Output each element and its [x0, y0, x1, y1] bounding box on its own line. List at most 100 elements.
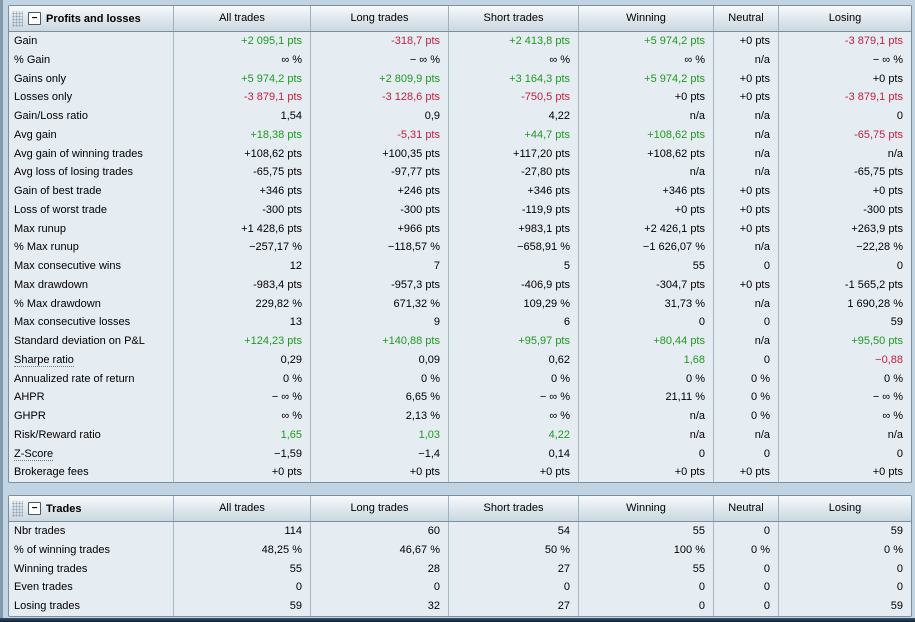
- value-cell: 59: [890, 316, 903, 329]
- row-label: GHPR: [9, 407, 174, 426]
- value-cell: 0 %: [449, 369, 579, 389]
- value-cell: 50 %: [449, 540, 579, 560]
- value-cell: -3 879,1 pts: [844, 91, 903, 104]
- profits-and-losses-section: − Profits and losses All trades Long tra…: [8, 5, 912, 483]
- value-cell: +124,23 pts: [174, 332, 311, 351]
- value-cell: 0: [896, 447, 903, 460]
- value-cell: 0 %: [714, 540, 779, 560]
- value-cell: −1,4: [311, 444, 449, 464]
- column-header-short-trades: Short trades: [449, 6, 579, 31]
- drag-handle-icon[interactable]: [12, 10, 23, 27]
- trades-section: − Trades All trades Long trades Short tr…: [8, 495, 912, 617]
- value-cell: 28: [311, 559, 449, 579]
- value-cell: ∞ %: [174, 50, 311, 70]
- value-cell: +0 pts: [714, 69, 779, 89]
- value-cell: 0: [714, 444, 779, 464]
- value-cell: +0 pts: [714, 200, 779, 220]
- value-cell: 0: [714, 350, 779, 370]
- value-cell: +0 pts: [714, 88, 779, 107]
- value-cell: 55: [579, 559, 714, 579]
- collapse-section-button[interactable]: −: [28, 502, 41, 515]
- left-edge-decoration: [0, 0, 3, 622]
- value-cell: -300 pts: [863, 203, 903, 216]
- value-cell: −1,59: [174, 444, 311, 464]
- section-title: Trades: [46, 502, 82, 515]
- value-cell: n/a: [887, 147, 903, 160]
- drag-handle-icon[interactable]: [12, 500, 23, 517]
- row-label: Loss of worst trade: [9, 200, 174, 220]
- row-label: % Gain: [9, 50, 174, 70]
- value-cell: -300 pts: [174, 200, 311, 220]
- column-header-winning: Winning: [579, 6, 714, 31]
- value-cell: 0 %: [174, 369, 311, 389]
- value-cell: +108,62 pts: [579, 144, 714, 164]
- table-row: Even trades 0 0 0 0 0 0: [9, 578, 911, 597]
- value-cell: 2,13 %: [311, 407, 449, 426]
- value-cell: 1,65: [174, 425, 311, 445]
- column-header-all-trades: All trades: [174, 496, 311, 521]
- value-cell: 0 %: [714, 407, 779, 426]
- value-cell: -304,7 pts: [579, 275, 714, 295]
- value-cell: +2 095,1 pts: [174, 32, 311, 51]
- value-cell: 7: [311, 257, 449, 276]
- value-cell: +2 413,8 pts: [449, 32, 579, 51]
- value-cell: +0 pts: [449, 463, 579, 482]
- value-cell: 1,03: [311, 425, 449, 445]
- table-row: % of winning trades 48,25 % 46,67 % 50 % 100…: [9, 540, 911, 560]
- value-cell: n/a: [579, 163, 714, 182]
- value-cell: 0: [896, 562, 903, 575]
- table-row: Max consecutive losses 13 9 6 0 0 59: [9, 313, 911, 332]
- value-cell: 9: [311, 313, 449, 332]
- value-cell: +346 pts: [579, 182, 714, 201]
- value-cell: −257,17 %: [174, 238, 311, 257]
- section-title: Profits and losses: [46, 12, 141, 25]
- value-cell: +100,35 pts: [311, 144, 449, 164]
- value-cell: 100 %: [579, 540, 714, 560]
- trades-body: Nbr trades 114 60 54 55 0 59% of winning trade…: [9, 522, 911, 616]
- table-row: Losing trades 59 32 27 0 0 59: [9, 597, 911, 616]
- row-label: Z-Score: [9, 444, 174, 464]
- column-header-losing: Losing: [828, 502, 862, 514]
- value-cell: +117,20 pts: [449, 144, 579, 164]
- value-cell: +1 428,6 pts: [174, 219, 311, 239]
- row-label: Avg gain: [9, 125, 174, 145]
- value-cell: n/a: [579, 425, 714, 445]
- value-cell: +0 pts: [579, 88, 714, 107]
- value-cell: +0 pts: [872, 466, 903, 479]
- table-row: % Max drawdown 229,82 % 671,32 % 109,29 % 31…: [9, 294, 911, 314]
- profits-and-losses-body: Gain +2 095,1 pts -318,7 pts +2 413,8 pts +5…: [9, 32, 911, 482]
- value-cell: -318,7 pts: [311, 32, 449, 51]
- value-cell: 55: [579, 522, 714, 541]
- value-cell: 0: [579, 313, 714, 332]
- value-cell: n/a: [579, 407, 714, 426]
- value-cell: 1,68: [579, 350, 714, 370]
- table-row: Z-Score −1,59 −1,4 0,14 0 0 0: [9, 444, 911, 464]
- table-row: % Gain ∞ % − ∞ % ∞ % ∞ % n/a − ∞ %: [9, 50, 911, 70]
- value-cell: − ∞ %: [174, 388, 311, 407]
- value-cell: 229,82 %: [174, 294, 311, 314]
- row-label: Max drawdown: [9, 275, 174, 295]
- value-cell: 27: [449, 597, 579, 616]
- table-row: Loss of worst trade -300 pts -300 pts -119,…: [9, 200, 911, 220]
- value-cell: 0 %: [579, 369, 714, 389]
- value-cell: +983,1 pts: [449, 219, 579, 239]
- value-cell: -27,80 pts: [449, 163, 579, 182]
- collapse-section-button[interactable]: −: [28, 12, 41, 25]
- value-cell: −0,88: [875, 353, 903, 366]
- value-cell: +0 pts: [714, 182, 779, 201]
- value-cell: −22,28 %: [856, 241, 903, 254]
- value-cell: 0 %: [714, 369, 779, 389]
- value-cell: −118,57 %: [311, 238, 449, 257]
- value-cell: 0,9: [311, 107, 449, 126]
- row-label: Losses only: [9, 88, 174, 107]
- value-cell: 27: [449, 559, 579, 579]
- value-cell: n/a: [714, 238, 779, 257]
- value-cell: +108,62 pts: [174, 144, 311, 164]
- value-cell: 0,14: [449, 444, 579, 464]
- value-cell: 0 %: [884, 372, 903, 385]
- value-cell: 0,09: [311, 350, 449, 370]
- table-row: Winning trades 55 28 27 55 0 0: [9, 559, 911, 579]
- table-row: Nbr trades 114 60 54 55 0 59: [9, 522, 911, 541]
- value-cell: -65,75 pts: [854, 166, 903, 179]
- value-cell: -65,75 pts: [174, 163, 311, 182]
